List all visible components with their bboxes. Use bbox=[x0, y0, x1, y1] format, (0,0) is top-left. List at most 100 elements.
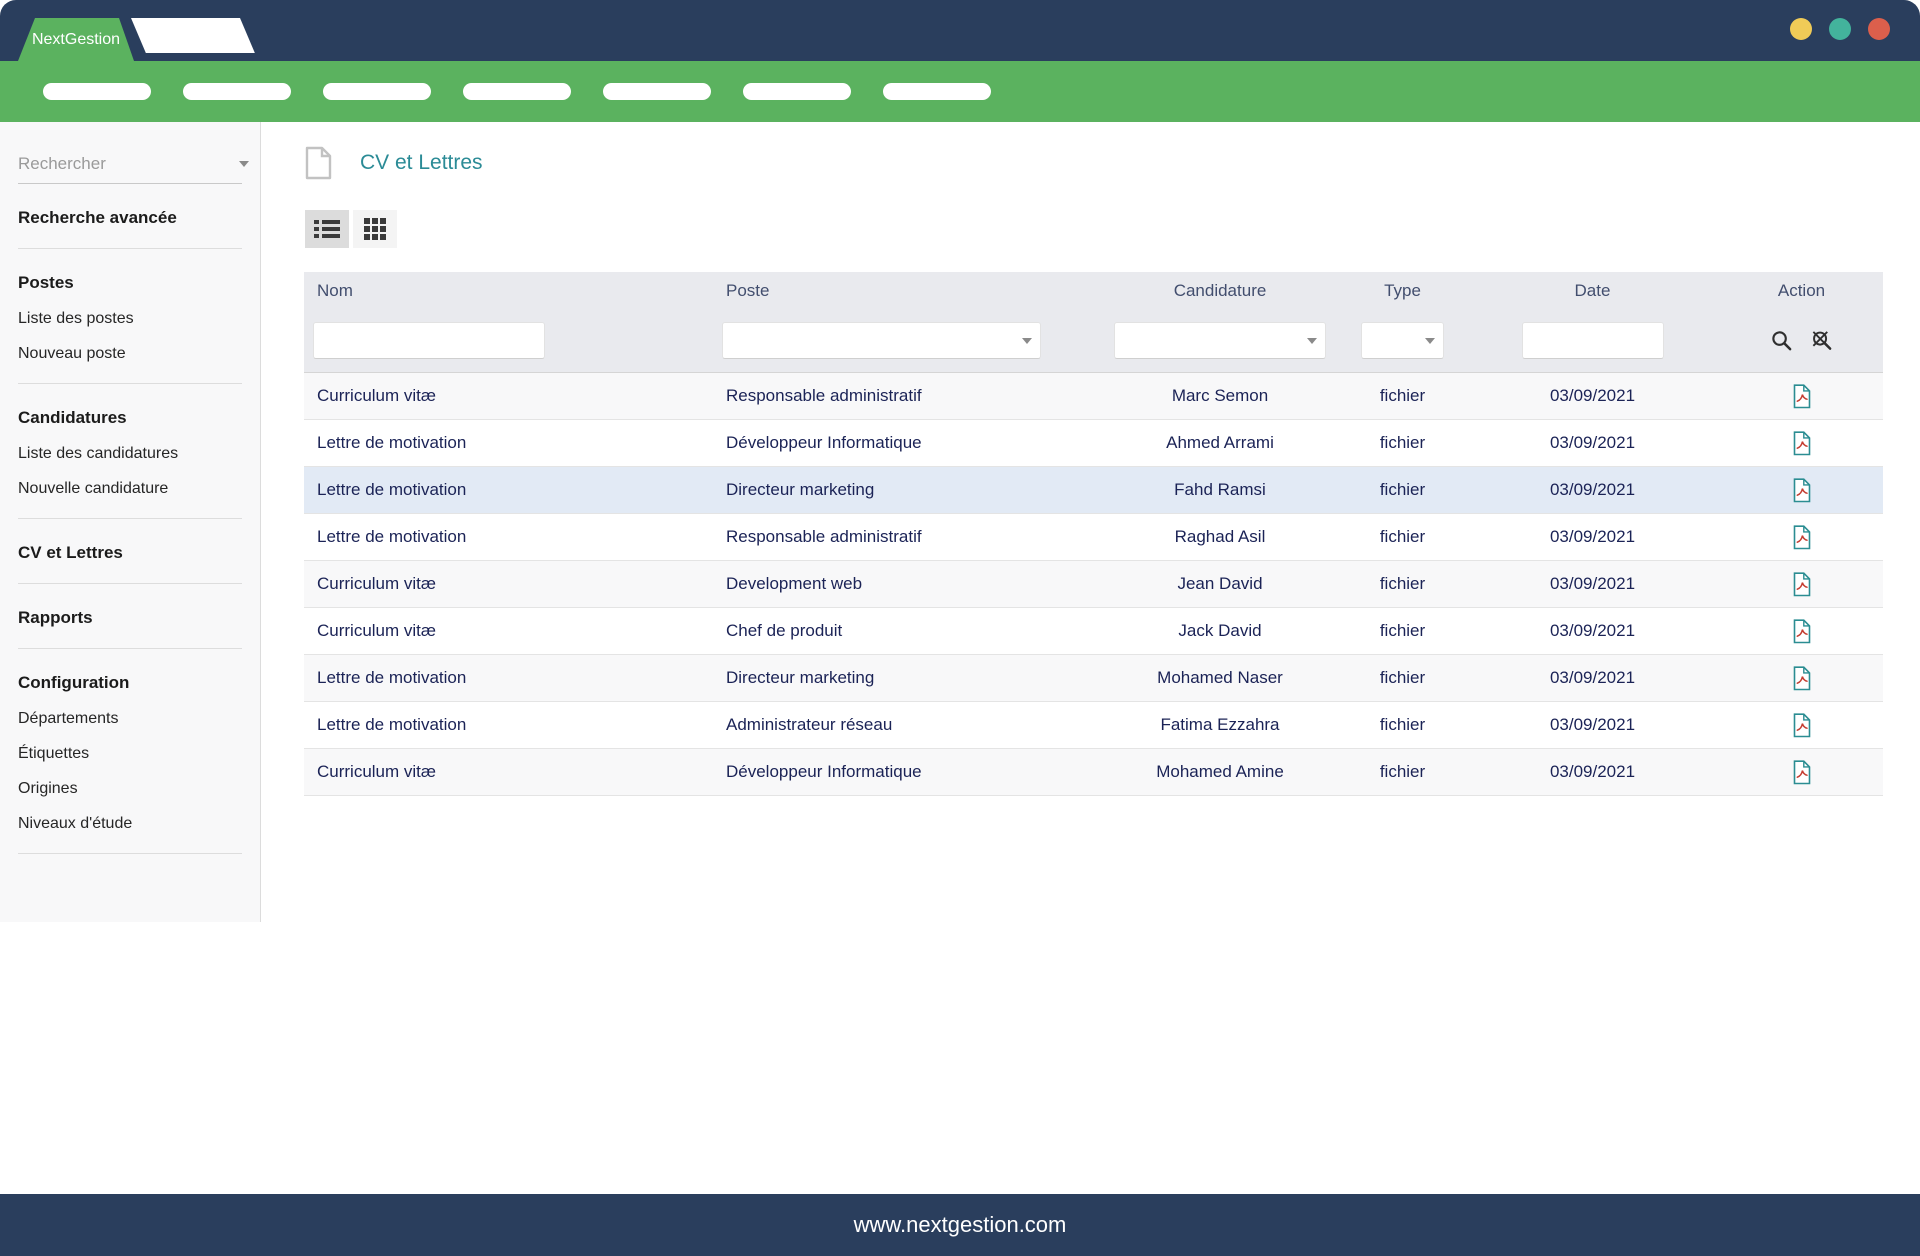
sidebar-item-liste-des-candidatures[interactable]: Liste des candidatures bbox=[18, 445, 179, 462]
sidebar-item-departements[interactable]: Départements bbox=[18, 710, 119, 727]
cell-type: fichier bbox=[1379, 574, 1426, 593]
close-dot[interactable] bbox=[1868, 18, 1890, 40]
cell-type: fichier bbox=[1379, 668, 1426, 687]
cell-action bbox=[1720, 712, 1883, 738]
minimize-dot[interactable] bbox=[1790, 18, 1812, 40]
open-pdf-button[interactable] bbox=[1792, 665, 1812, 691]
cell-nom: Curriculum vitæ bbox=[317, 386, 437, 405]
brand-logo-text: NextGestion bbox=[31, 30, 121, 48]
cell-action bbox=[1720, 571, 1883, 597]
nav-link-placeholder[interactable] bbox=[43, 83, 151, 100]
sidebar-section-candidatures[interactable]: Candidatures bbox=[18, 408, 127, 427]
filter-date-input[interactable] bbox=[1521, 322, 1664, 359]
sidebar-item-niveaux-d-etude[interactable]: Niveaux d'étude bbox=[18, 815, 133, 832]
divider bbox=[18, 518, 242, 519]
grid-view-button[interactable] bbox=[353, 210, 397, 248]
cell-date: 03/09/2021 bbox=[1549, 433, 1636, 452]
cell-candidature: Ahmed Arrami bbox=[1166, 433, 1274, 452]
column-header-type[interactable]: Type bbox=[1384, 280, 1421, 300]
sidebar-section-rapports[interactable]: Rapports bbox=[18, 608, 93, 627]
table-row[interactable]: Lettre de motivation Directeur marketing M… bbox=[304, 655, 1883, 702]
sidebar-section-configuration[interactable]: Configuration bbox=[18, 673, 130, 692]
divider bbox=[18, 583, 242, 584]
table-row[interactable]: Lettre de motivation Directeur marketing F… bbox=[304, 467, 1883, 514]
filter-nom-input[interactable] bbox=[313, 322, 545, 359]
cell-action bbox=[1720, 618, 1883, 644]
cell-action bbox=[1720, 477, 1883, 503]
filter-candidature-select[interactable] bbox=[1114, 322, 1326, 359]
cell-candidature: Marc Semon bbox=[1171, 386, 1269, 405]
cell-date: 03/09/2021 bbox=[1549, 762, 1636, 781]
cell-nom: Curriculum vitæ bbox=[317, 762, 437, 781]
column-header-candidature[interactable]: Candidature bbox=[1173, 280, 1267, 300]
cell-type: fichier bbox=[1379, 621, 1426, 640]
open-pdf-button[interactable] bbox=[1792, 712, 1812, 738]
cell-poste: Développeur Informatique bbox=[726, 762, 922, 781]
divider bbox=[18, 853, 242, 854]
cell-date: 03/09/2021 bbox=[1549, 527, 1636, 546]
clear-search-icon bbox=[1812, 331, 1831, 350]
cell-poste: Responsable administratif bbox=[726, 386, 922, 405]
chevron-down-icon bbox=[1307, 337, 1317, 344]
sidebar-section-recherche-avancee[interactable]: Recherche avancée bbox=[18, 208, 177, 227]
footer-url: www.nextgestion.com bbox=[853, 1212, 1067, 1237]
cell-type: fichier bbox=[1379, 762, 1426, 781]
nav-link-placeholder[interactable] bbox=[463, 83, 571, 100]
open-pdf-button[interactable] bbox=[1792, 430, 1812, 456]
cell-nom: Lettre de motivation bbox=[317, 668, 467, 687]
table-body: Curriculum vitæ Responsable administratif… bbox=[304, 373, 1883, 796]
cell-date: 03/09/2021 bbox=[1549, 715, 1636, 734]
cell-date: 03/09/2021 bbox=[1549, 386, 1636, 405]
chevron-down-icon bbox=[1425, 337, 1435, 344]
cell-type: fichier bbox=[1379, 480, 1426, 499]
column-header-poste[interactable]: Poste bbox=[726, 280, 770, 300]
search-button[interactable] bbox=[1770, 329, 1793, 352]
cell-poste: Development web bbox=[726, 574, 863, 593]
table-row[interactable]: Curriculum vitæ Chef de produit Jack David… bbox=[304, 608, 1883, 655]
pdf-file-icon bbox=[1793, 759, 1810, 784]
pdf-file-icon bbox=[1793, 430, 1810, 455]
open-pdf-button[interactable] bbox=[1792, 524, 1812, 550]
cell-candidature: Mohamed Amine bbox=[1156, 762, 1284, 781]
nav-link-placeholder[interactable] bbox=[883, 83, 991, 100]
sidebar-section-postes[interactable]: Postes bbox=[18, 273, 74, 292]
cell-candidature: Raghad Asil bbox=[1174, 527, 1266, 546]
filter-poste-select[interactable] bbox=[722, 322, 1041, 359]
sidebar-item-etiquettes[interactable]: Étiquettes bbox=[18, 745, 90, 762]
column-header-action[interactable]: Action bbox=[1777, 280, 1826, 300]
filter-cell-type bbox=[1340, 322, 1465, 359]
nav-link-placeholder[interactable] bbox=[183, 83, 291, 100]
list-view-button[interactable] bbox=[305, 210, 349, 248]
table-row[interactable]: Lettre de motivation Développeur Informat… bbox=[304, 420, 1883, 467]
open-pdf-button[interactable] bbox=[1792, 383, 1812, 409]
sidebar-item-liste-des-postes[interactable]: Liste des postes bbox=[18, 310, 134, 327]
clear-search-button[interactable] bbox=[1809, 329, 1834, 352]
sidebar-item-nouveau-poste[interactable]: Nouveau poste bbox=[18, 345, 126, 362]
open-pdf-button[interactable] bbox=[1792, 571, 1812, 597]
sidebar-item-nouvelle-candidature[interactable]: Nouvelle candidature bbox=[18, 480, 169, 497]
column-header-nom[interactable]: Nom bbox=[317, 280, 353, 300]
nav-link-placeholder[interactable] bbox=[323, 83, 431, 100]
nav-link-placeholder[interactable] bbox=[743, 83, 851, 100]
open-pdf-button[interactable] bbox=[1792, 477, 1812, 503]
open-pdf-button[interactable] bbox=[1792, 759, 1812, 785]
brand-tab[interactable]: NextGestion bbox=[18, 18, 134, 61]
sidebar-item-origines[interactable]: Origines bbox=[18, 780, 78, 797]
table-row[interactable]: Curriculum vitæ Développeur Informatique M… bbox=[304, 749, 1883, 796]
filter-cell-poste bbox=[713, 322, 1100, 359]
title-bar: NextGestion bbox=[0, 0, 1920, 61]
column-header-date[interactable]: Date bbox=[1574, 280, 1611, 300]
nav-link-placeholder[interactable] bbox=[603, 83, 711, 100]
pdf-file-icon bbox=[1793, 618, 1810, 643]
filter-cell-nom bbox=[304, 322, 713, 359]
table-row[interactable]: Lettre de motivation Responsable administ… bbox=[304, 514, 1883, 561]
search-input[interactable] bbox=[18, 153, 239, 174]
table-row[interactable]: Curriculum vitæ Responsable administratif… bbox=[304, 373, 1883, 420]
table-row[interactable]: Curriculum vitæ Development web Jean David… bbox=[304, 561, 1883, 608]
open-pdf-button[interactable] bbox=[1792, 618, 1812, 644]
table-row[interactable]: Lettre de motivation Administrateur résea… bbox=[304, 702, 1883, 749]
chevron-down-icon[interactable] bbox=[239, 160, 249, 167]
sidebar-section-cv-et-lettres[interactable]: CV et Lettres bbox=[18, 543, 123, 562]
maximize-dot[interactable] bbox=[1829, 18, 1851, 40]
filter-type-select[interactable] bbox=[1361, 322, 1444, 359]
